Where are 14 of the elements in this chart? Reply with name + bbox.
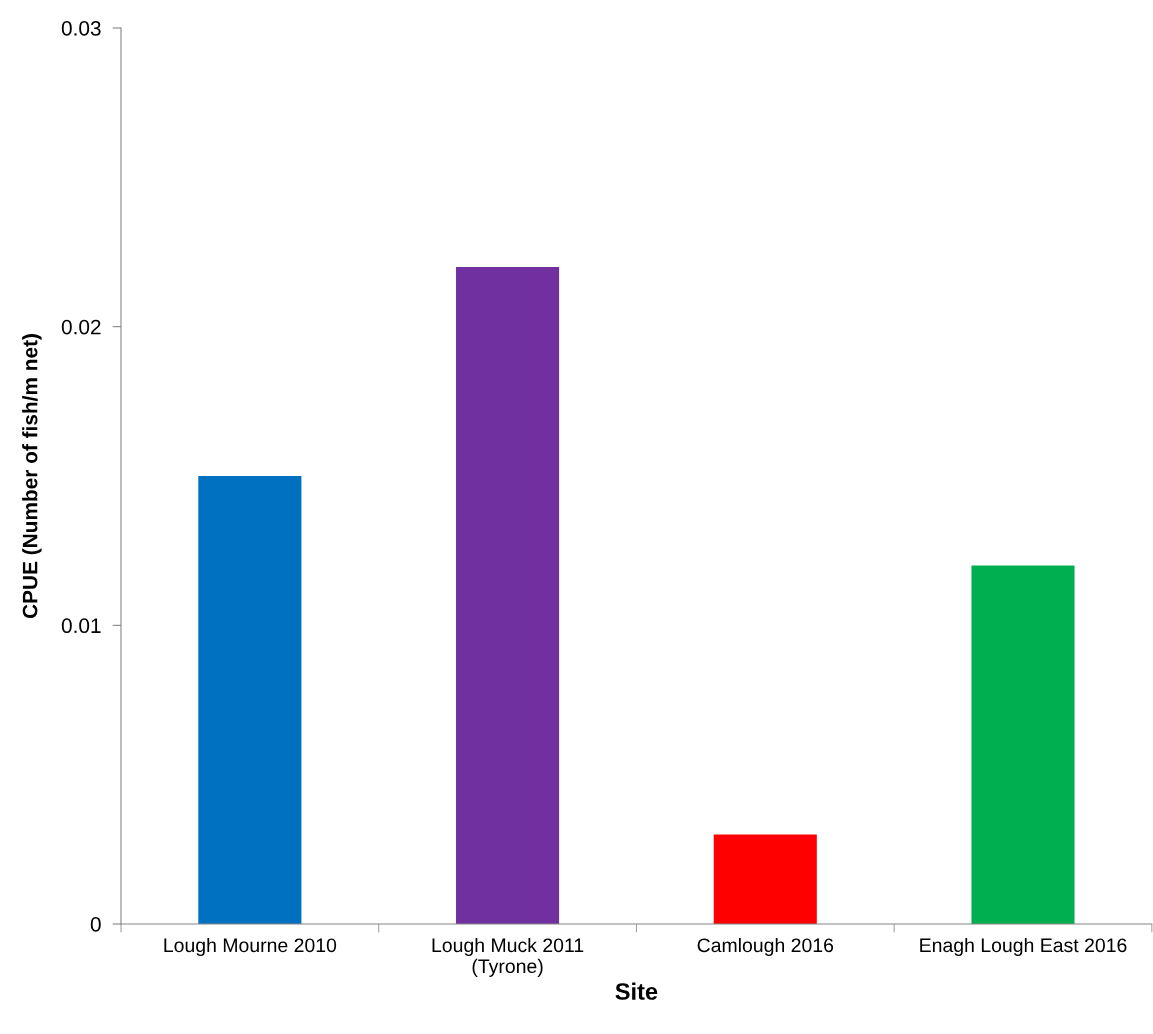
y-tick-label: 0: [90, 917, 101, 932]
y-tick-label: 0.03: [61, 21, 101, 36]
bar: [971, 565, 1075, 924]
y-tick-label: 0.02: [61, 319, 101, 335]
bar: [713, 834, 817, 924]
x-tick-label: Enagh Lough East 2016: [920, 937, 1127, 957]
y-tick-label: 0.01: [61, 618, 101, 634]
bar: [456, 266, 560, 924]
bar: [198, 476, 302, 924]
x-axis-title: Site: [615, 982, 658, 1000]
x-tick-label: Camlough 2016: [697, 937, 834, 957]
x-tick-label: Lough Muck 2011 (Tyrone): [432, 937, 584, 977]
x-tick-label: Lough Mourne 2010: [164, 937, 337, 957]
y-axis-title: CPUE (Number of fish/m net): [22, 334, 42, 619]
